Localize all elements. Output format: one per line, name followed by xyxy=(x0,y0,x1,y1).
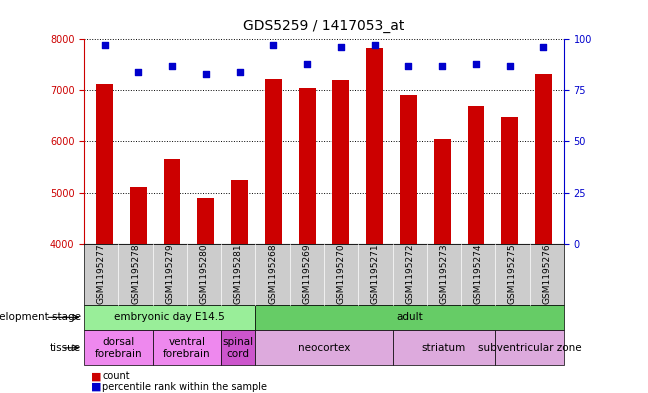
Text: GSM1195274: GSM1195274 xyxy=(474,244,483,304)
Text: neocortex: neocortex xyxy=(298,343,350,353)
Bar xyxy=(198,198,214,244)
Point xyxy=(133,69,143,75)
Text: GSM1195278: GSM1195278 xyxy=(131,244,140,305)
Text: GSM1195272: GSM1195272 xyxy=(405,244,414,304)
Point xyxy=(505,63,515,69)
Bar xyxy=(535,73,552,244)
Point xyxy=(268,42,279,49)
Point xyxy=(336,44,346,51)
Point xyxy=(302,61,312,67)
Text: count: count xyxy=(102,371,130,382)
Bar xyxy=(400,95,417,244)
Bar xyxy=(163,159,181,244)
Text: GSM1195273: GSM1195273 xyxy=(439,244,448,305)
Text: GSM1195281: GSM1195281 xyxy=(234,244,243,305)
Text: ■: ■ xyxy=(91,371,105,382)
Point xyxy=(403,63,413,69)
Bar xyxy=(130,187,146,244)
Bar xyxy=(332,80,349,244)
Text: GSM1195275: GSM1195275 xyxy=(508,244,517,305)
Point xyxy=(471,61,481,67)
Bar xyxy=(265,79,282,244)
Text: GSM1195277: GSM1195277 xyxy=(97,244,106,305)
Bar xyxy=(502,117,518,244)
Point xyxy=(538,44,549,51)
Text: ventral
forebrain: ventral forebrain xyxy=(163,337,211,358)
Point xyxy=(167,63,177,69)
Text: GSM1195280: GSM1195280 xyxy=(200,244,209,305)
Text: GSM1195270: GSM1195270 xyxy=(336,244,345,305)
Text: GSM1195268: GSM1195268 xyxy=(268,244,277,305)
Text: subventricular zone: subventricular zone xyxy=(478,343,581,353)
Bar xyxy=(299,88,316,244)
Point xyxy=(369,42,380,49)
Point xyxy=(437,63,447,69)
Text: GSM1195276: GSM1195276 xyxy=(542,244,551,305)
Text: dorsal
forebrain: dorsal forebrain xyxy=(95,337,143,358)
Text: GSM1195271: GSM1195271 xyxy=(371,244,380,305)
Text: percentile rank within the sample: percentile rank within the sample xyxy=(102,382,268,392)
Text: embryonic day E14.5: embryonic day E14.5 xyxy=(115,312,226,322)
Text: GSM1195279: GSM1195279 xyxy=(165,244,174,305)
Text: adult: adult xyxy=(397,312,423,322)
Point xyxy=(201,71,211,77)
Point xyxy=(235,69,245,75)
Bar xyxy=(434,139,450,244)
Bar xyxy=(96,84,113,244)
Bar xyxy=(467,106,485,244)
Text: development stage: development stage xyxy=(0,312,81,322)
Bar xyxy=(366,48,383,244)
Text: spinal
cord: spinal cord xyxy=(223,337,254,358)
Bar xyxy=(231,180,248,244)
Text: striatum: striatum xyxy=(422,343,466,353)
Point xyxy=(99,42,110,49)
Text: ■: ■ xyxy=(91,382,105,392)
Text: tissue: tissue xyxy=(50,343,81,353)
Text: GDS5259 / 1417053_at: GDS5259 / 1417053_at xyxy=(243,18,405,33)
Text: GSM1195269: GSM1195269 xyxy=(303,244,312,305)
